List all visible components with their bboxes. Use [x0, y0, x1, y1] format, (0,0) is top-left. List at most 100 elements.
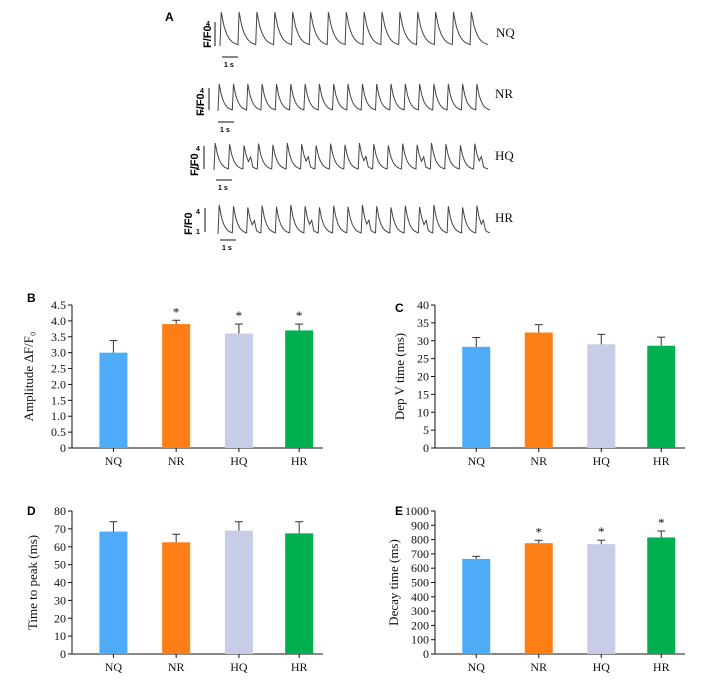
- x-tick-label: NQ: [105, 660, 123, 674]
- y-tick-label: 10: [54, 629, 66, 643]
- trace-ylabel: F/F0: [183, 212, 195, 235]
- trace-tick-top: 4: [206, 21, 210, 28]
- trace-label-hq: HQ: [495, 148, 514, 163]
- y-tick-label: 15: [417, 387, 429, 401]
- trace-tick-bottom: 1: [196, 229, 200, 236]
- bar-nr: [524, 543, 553, 654]
- y-tick-label: 70: [54, 522, 66, 536]
- x-tick-label: NR: [168, 454, 185, 468]
- trace-tick-bottom: 1: [196, 165, 200, 172]
- trace-row-hr: F/F0 4 1 1 s HR: [183, 204, 513, 252]
- y-tick-label: 0: [423, 441, 429, 455]
- y-tick-label: 1.0: [51, 409, 66, 423]
- y-tick-label: 50: [54, 558, 66, 572]
- y-tick-label: 5: [423, 423, 429, 437]
- bar-chart-panels: B Amplitude ΔF/F₀ 0 0.5 1.0 1.5 2.02.5 3.0 3.5 4.…: [21, 291, 685, 674]
- panel-a-letter: A: [165, 10, 174, 24]
- panel-letter: B: [27, 291, 36, 305]
- trace-hq: [213, 142, 489, 171]
- x-tick-label: HQ: [593, 454, 611, 468]
- trace-label-nq: NQ: [496, 25, 515, 40]
- y-tick-label: 4.0: [51, 314, 66, 328]
- y-tick-label: 500: [411, 576, 429, 590]
- trace-label-nr: NR: [495, 86, 513, 101]
- bar-chart-e: E Decay time (ms) 010020030040050060070080…: [386, 504, 685, 674]
- bar-hr: [647, 345, 676, 448]
- x-tick-label: HQ: [593, 660, 611, 674]
- bar-nr: [162, 324, 191, 448]
- bar-nq: [99, 531, 128, 654]
- bar-hr: [285, 330, 314, 448]
- bar-hq: [587, 344, 616, 448]
- y-tick-label: 80: [54, 504, 66, 518]
- y-axis-title: Amplitude ΔF/F₀: [21, 332, 36, 422]
- y-tick-label: 600: [411, 561, 429, 575]
- bar-hq: [224, 333, 253, 448]
- trace-ylabel: F/F0: [202, 25, 214, 48]
- bar-hr: [285, 533, 314, 654]
- y-tick-label: 2.5: [51, 362, 66, 376]
- y-tick-label: 20: [417, 370, 429, 384]
- bar-hr: [647, 537, 676, 654]
- y-tick-label: 0: [60, 647, 66, 661]
- significance-star: *: [536, 524, 543, 539]
- trace-scale-label: 1 s: [220, 127, 230, 134]
- trace-scale-label: 1 s: [222, 245, 232, 252]
- y-tick-label: 0: [60, 441, 66, 455]
- x-tick-label: NQ: [468, 454, 486, 468]
- significance-star: *: [598, 524, 605, 539]
- y-tick-label: 0.5: [51, 425, 66, 439]
- y-tick-label: 900: [411, 518, 429, 532]
- y-tick-label: 35: [417, 316, 429, 330]
- bar-chart-d: D Time to peak (ms) 0 10 20 30 40 50 60 70 80 NQ NR H…: [25, 504, 323, 674]
- significance-star: *: [173, 304, 180, 319]
- y-tick-label: 300: [411, 604, 429, 618]
- trace-nq: [219, 11, 489, 47]
- trace-tick-top: 4: [196, 146, 200, 153]
- trace-tick-bottom: 1: [200, 107, 204, 114]
- bar-nq: [462, 346, 491, 448]
- bar-hq: [587, 544, 616, 654]
- significance-star: *: [658, 515, 665, 530]
- x-tick-label: HR: [653, 660, 670, 674]
- y-tick-label: 1000: [405, 504, 429, 518]
- y-tick-label: 1.5: [51, 393, 66, 407]
- x-tick-label: HQ: [230, 454, 248, 468]
- x-tick-label: HQ: [230, 660, 248, 674]
- trace-nr: [217, 83, 491, 112]
- y-tick-label: 4.5: [51, 298, 66, 312]
- panel-letter: C: [395, 301, 404, 315]
- trace-tick-bottom: 1: [206, 42, 210, 49]
- trace-tick-top: 4: [200, 88, 204, 95]
- y-tick-label: 0: [423, 647, 429, 661]
- y-tick-label: 3.0: [51, 346, 66, 360]
- y-tick-label: 200: [411, 618, 429, 632]
- significance-star: *: [296, 308, 303, 323]
- bar-nr: [162, 542, 191, 654]
- y-tick-label: 10: [417, 405, 429, 419]
- significance-star: *: [236, 308, 243, 323]
- bar-chart-c: C Dep V time (ms) 0 5 10 15 20 25 30 35 40 NQ NR HQ HR: [392, 298, 685, 468]
- x-tick-label: HR: [653, 454, 670, 468]
- y-tick-label: 60: [54, 540, 66, 554]
- y-tick-label: 3.5: [51, 330, 66, 344]
- trace-hr: [217, 204, 491, 235]
- panel-letter: D: [27, 504, 36, 518]
- y-axis-title: Dep V time (ms): [392, 333, 407, 420]
- panel-a: A F/F0 4 1 1 s NQ F/F0 4 1 1 s NR F/F0 4: [165, 10, 515, 252]
- x-tick-label: NR: [168, 660, 185, 674]
- y-tick-label: 2.0: [51, 377, 66, 391]
- x-tick-label: NR: [530, 660, 547, 674]
- trace-row-nq: F/F0 4 1 1 s NQ: [202, 11, 515, 69]
- x-tick-label: NR: [530, 454, 547, 468]
- y-tick-label: 40: [54, 576, 66, 590]
- trace-scale-label: 1 s: [218, 185, 228, 192]
- y-axis-title: Decay time (ms): [386, 539, 401, 626]
- x-tick-label: NQ: [468, 660, 486, 674]
- trace-row-nr: F/F0 4 1 1 s NR: [195, 83, 513, 134]
- trace-scale-label: 1 s: [224, 62, 234, 69]
- bar-nq: [99, 352, 128, 448]
- y-tick-label: 25: [417, 352, 429, 366]
- bar-nr: [524, 332, 553, 448]
